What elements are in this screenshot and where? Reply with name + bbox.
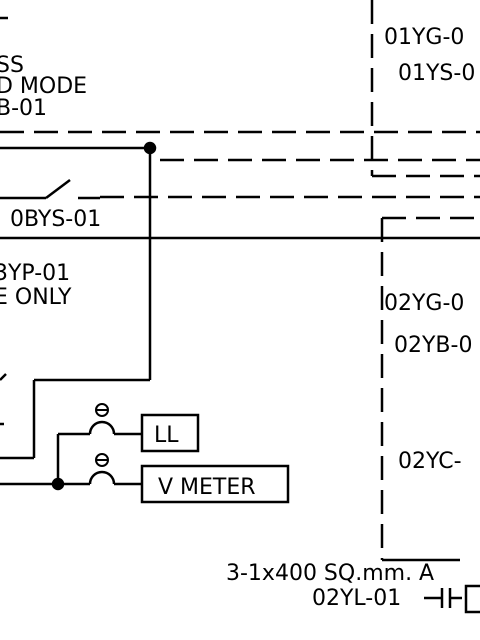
ll-box-label: LL xyxy=(154,423,179,448)
tag-02yb: 02YB-0 xyxy=(394,333,472,358)
cap-right-bracket xyxy=(464,584,480,614)
tag-01yg: 01YG-0 xyxy=(384,25,464,50)
fuse-arc-upper xyxy=(88,420,116,435)
tag-02yg: 02YG-0 xyxy=(384,291,464,316)
wire-tick-376 xyxy=(0,373,7,381)
only-note-label: E ONLY xyxy=(0,285,72,310)
junction-dot-bottom xyxy=(51,477,65,491)
ll-box xyxy=(140,413,200,453)
tag-01ys: 01YS-0 xyxy=(398,61,475,86)
mode-label-line1: SS xyxy=(0,53,24,78)
mode-label-line2: D MODE xyxy=(0,74,87,99)
vmeter-box xyxy=(140,464,290,504)
fuse-arc-lower xyxy=(88,470,116,485)
cable-spec-label: 3-1x400 SQ.mm. A xyxy=(226,561,434,586)
tag-02yc: 02YC- xyxy=(398,449,462,474)
mode-label-line3: B-01 xyxy=(0,96,47,121)
byp-tag-label: 3YP-01 xyxy=(0,261,70,286)
vmeter-box-label: V METER xyxy=(158,475,256,500)
switch-blade xyxy=(45,179,71,199)
bys-tag-label: 0BYS-01 xyxy=(10,207,101,232)
tag-02yl: 02YL-01 xyxy=(312,586,401,611)
